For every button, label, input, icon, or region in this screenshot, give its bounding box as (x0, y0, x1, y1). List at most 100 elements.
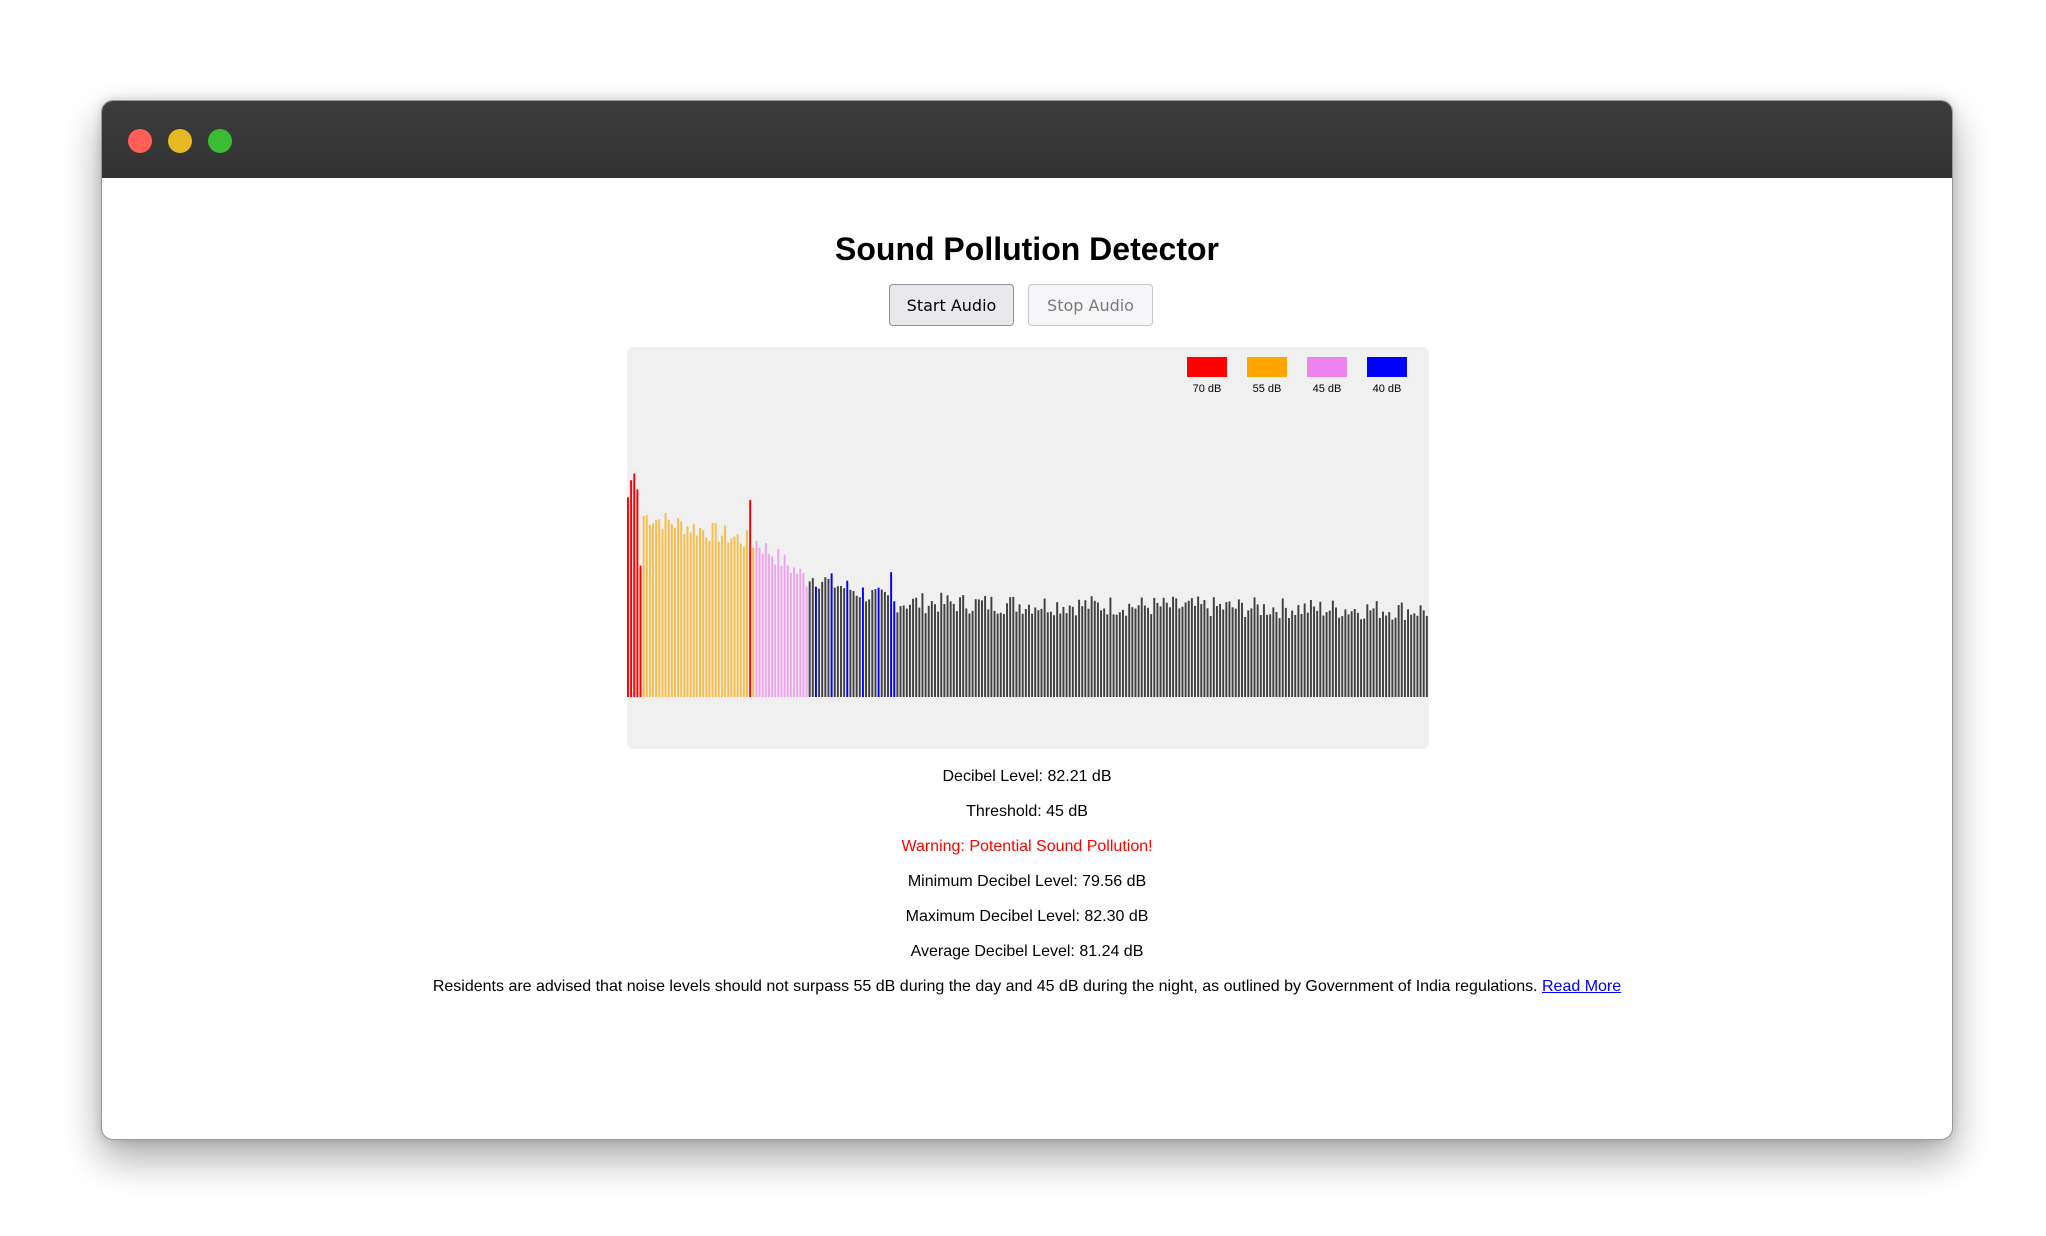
frequency-bar (1241, 602, 1243, 697)
frequency-bar (1309, 600, 1312, 697)
frequency-bar (843, 588, 846, 697)
frequency-bar (667, 519, 670, 697)
frequency-bar (1194, 605, 1196, 697)
frequency-bar (934, 604, 936, 697)
frequency-bar (915, 597, 918, 697)
frequency-bar (805, 586, 808, 697)
legend-label: 45 dB (1313, 383, 1342, 395)
frequency-bar (1190, 598, 1193, 697)
page-title: Sound Pollution Detector (835, 231, 1219, 267)
frequency-bar (1093, 600, 1096, 697)
frequency-bar (1294, 614, 1297, 697)
frequency-bar (912, 598, 915, 697)
frequency-bar (652, 523, 654, 697)
frequency-bar (818, 588, 821, 697)
frequency-bar (802, 573, 805, 697)
frequency-bar (724, 525, 727, 697)
start-audio-button[interactable]: Start Audio (889, 284, 1014, 326)
frequency-bar (1388, 612, 1391, 697)
frequency-bar (1118, 612, 1121, 697)
frequency-bar (1112, 614, 1115, 697)
frequency-bar (742, 546, 745, 697)
frequency-bar (680, 521, 683, 697)
frequency-bar (639, 565, 642, 697)
frequency-bar (1049, 611, 1052, 697)
maximize-window-button[interactable] (208, 129, 232, 153)
close-window-button[interactable] (128, 129, 152, 153)
frequency-bar (1306, 612, 1309, 697)
frequency-bar (937, 611, 940, 697)
avg-decibel-text: Average Decibel Level: 81.24 dB (910, 943, 1144, 960)
frequency-bar (1034, 607, 1037, 697)
frequency-bar (1187, 600, 1190, 697)
legend-swatch (1367, 357, 1407, 377)
frequency-bar (1081, 606, 1084, 697)
frequency-bar (893, 601, 896, 697)
frequency-bar (1366, 604, 1369, 697)
frequency-bar (1275, 611, 1278, 697)
frequency-bar (1347, 614, 1350, 697)
frequency-bar (1143, 605, 1146, 697)
frequency-bar (1278, 618, 1281, 697)
frequency-bar (720, 535, 723, 697)
frequency-bar (1178, 608, 1181, 697)
frequency-bar (874, 589, 877, 697)
frequency-bar (796, 573, 799, 697)
frequency-bar (981, 600, 983, 697)
frequency-bar (855, 595, 858, 697)
frequency-bar (996, 613, 999, 697)
browser-window: Sound Pollution Detector Start Audio Sto… (101, 100, 1953, 1140)
frequency-bar (1162, 597, 1165, 697)
frequency-bar (977, 599, 980, 697)
frequency-bar (1222, 609, 1225, 697)
minimize-window-button[interactable] (168, 129, 192, 153)
frequency-bar (780, 565, 783, 697)
frequency-bar (1106, 614, 1109, 697)
frequency-bar (1037, 610, 1040, 697)
legend-swatch (1307, 357, 1347, 377)
frequency-bar (767, 554, 770, 697)
frequency-bar (1234, 608, 1237, 697)
frequency-bar (736, 534, 739, 697)
frequency-bar (1021, 613, 1024, 697)
frequency-bar (1375, 601, 1378, 697)
frequency-bar (940, 592, 943, 697)
frequency-bar (636, 489, 639, 697)
frequency-bar (1422, 610, 1425, 697)
frequency-bar (877, 587, 880, 697)
frequency-bar (1313, 606, 1316, 697)
frequency-bar (1181, 606, 1184, 697)
frequency-bar (749, 499, 752, 697)
frequency-bar (1153, 597, 1156, 697)
frequency-bar (758, 547, 761, 697)
frequency-bar (990, 596, 993, 697)
frequency-bar (717, 541, 720, 697)
legend-item: 45 dB (1307, 357, 1347, 395)
frequency-bar (739, 543, 742, 697)
frequency-bar (1425, 615, 1428, 697)
frequency-bar (783, 554, 786, 697)
frequency-bar (836, 586, 839, 697)
read-more-link[interactable]: Read More (1542, 978, 1622, 995)
frequency-bar (1225, 602, 1228, 697)
frequency-bar (1096, 602, 1099, 697)
frequency-bar (890, 572, 893, 697)
frequency-bar (686, 526, 689, 697)
frequency-bar (1200, 604, 1203, 697)
frequency-bar (1356, 612, 1359, 697)
frequency-bar (1062, 606, 1065, 697)
frequency-bar (984, 595, 987, 697)
frequency-bar (1335, 607, 1337, 697)
frequency-bar (627, 497, 629, 697)
frequency-bar (708, 540, 711, 697)
frequency-bars-svg: 70 dB 55 dB 45 dB 40 dB (627, 357, 1428, 697)
frequency-bar (1410, 614, 1413, 697)
frequency-bar (840, 585, 842, 697)
frequency-bar (689, 532, 692, 697)
stop-audio-button[interactable]: Stop Audio (1028, 284, 1153, 326)
frequency-bar (1419, 605, 1422, 697)
frequency-bar (1168, 607, 1171, 697)
min-decibel-text: Minimum Decibel Level: 79.56 dB (907, 873, 1147, 890)
frequency-bar (1100, 610, 1102, 697)
frequency-bar (702, 530, 705, 697)
